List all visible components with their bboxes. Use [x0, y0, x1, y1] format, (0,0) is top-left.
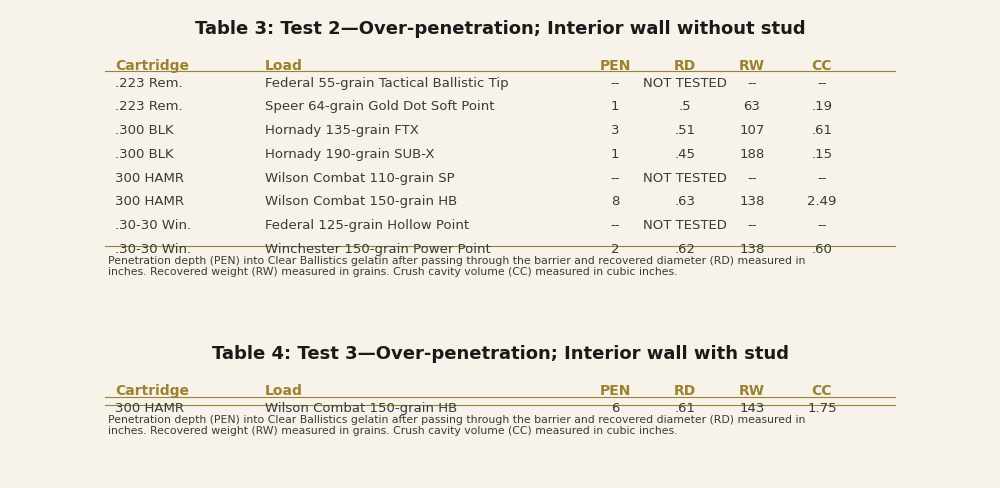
Text: .51: .51: [674, 124, 696, 137]
Text: NOT TESTED: NOT TESTED: [643, 171, 727, 184]
Text: 1: 1: [611, 101, 619, 113]
Text: .30-30 Win.: .30-30 Win.: [115, 219, 191, 232]
Text: RD: RD: [674, 383, 696, 397]
Text: .63: .63: [674, 195, 696, 208]
Text: --: --: [817, 171, 827, 184]
Text: --: --: [747, 77, 757, 90]
Text: 63: 63: [744, 101, 760, 113]
Text: NOT TESTED: NOT TESTED: [643, 77, 727, 90]
Text: Hornady 190-grain SUB-X: Hornady 190-grain SUB-X: [265, 147, 434, 161]
Text: 300 HAMR: 300 HAMR: [115, 171, 184, 184]
Text: .19: .19: [812, 101, 832, 113]
Text: .61: .61: [812, 124, 832, 137]
Text: Winchester 150-grain Power Point: Winchester 150-grain Power Point: [265, 242, 491, 255]
Text: --: --: [610, 171, 620, 184]
Text: CC: CC: [812, 59, 832, 73]
Text: Cartridge: Cartridge: [115, 383, 189, 397]
Text: 2.49: 2.49: [807, 195, 837, 208]
Text: 6: 6: [611, 401, 619, 414]
Text: Federal 125-grain Hollow Point: Federal 125-grain Hollow Point: [265, 219, 469, 232]
Text: --: --: [610, 219, 620, 232]
Text: Cartridge: Cartridge: [115, 59, 189, 73]
Text: 2: 2: [611, 242, 619, 255]
Text: 107: 107: [739, 124, 765, 137]
Text: Wilson Combat 150-grain HB: Wilson Combat 150-grain HB: [265, 401, 457, 414]
Text: 138: 138: [739, 242, 765, 255]
Text: 8: 8: [611, 195, 619, 208]
Text: 188: 188: [739, 147, 765, 161]
Text: .61: .61: [674, 401, 696, 414]
Text: NOT TESTED: NOT TESTED: [643, 219, 727, 232]
Text: RW: RW: [739, 59, 765, 73]
Text: .60: .60: [812, 242, 832, 255]
Text: .62: .62: [674, 242, 696, 255]
Text: .30-30 Win.: .30-30 Win.: [115, 242, 191, 255]
Text: Wilson Combat 110-grain SP: Wilson Combat 110-grain SP: [265, 171, 455, 184]
Text: Federal 55-grain Tactical Ballistic Tip: Federal 55-grain Tactical Ballistic Tip: [265, 77, 509, 90]
Text: .300 BLK: .300 BLK: [115, 124, 174, 137]
Text: --: --: [747, 171, 757, 184]
Text: --: --: [610, 77, 620, 90]
Text: Speer 64-grain Gold Dot Soft Point: Speer 64-grain Gold Dot Soft Point: [265, 101, 494, 113]
Text: PEN: PEN: [599, 383, 631, 397]
Text: .45: .45: [674, 147, 696, 161]
Text: 143: 143: [739, 401, 765, 414]
Text: Load: Load: [265, 383, 303, 397]
Text: Table 4: Test 3—Over-penetration; Interior wall with stud: Table 4: Test 3—Over-penetration; Interi…: [212, 344, 788, 362]
Text: .300 BLK: .300 BLK: [115, 147, 174, 161]
Text: CC: CC: [812, 383, 832, 397]
Text: Load: Load: [265, 59, 303, 73]
Text: 300 HAMR: 300 HAMR: [115, 195, 184, 208]
Text: 1.75: 1.75: [807, 401, 837, 414]
Text: 300 HAMR: 300 HAMR: [115, 401, 184, 414]
Text: Penetration depth (PEN) into Clear Ballistics gelatin after passing through the : Penetration depth (PEN) into Clear Balli…: [108, 255, 805, 277]
Text: --: --: [817, 77, 827, 90]
Text: Wilson Combat 150-grain HB: Wilson Combat 150-grain HB: [265, 195, 457, 208]
Text: RW: RW: [739, 383, 765, 397]
Text: --: --: [817, 219, 827, 232]
Text: .223 Rem.: .223 Rem.: [115, 101, 183, 113]
Text: RD: RD: [674, 59, 696, 73]
Text: 3: 3: [611, 124, 619, 137]
Text: 1: 1: [611, 147, 619, 161]
Text: .223 Rem.: .223 Rem.: [115, 77, 183, 90]
Text: Table 3: Test 2—Over-penetration; Interior wall without stud: Table 3: Test 2—Over-penetration; Interi…: [195, 20, 805, 38]
Text: .5: .5: [679, 101, 691, 113]
Text: Penetration depth (PEN) into Clear Ballistics gelatin after passing through the : Penetration depth (PEN) into Clear Balli…: [108, 414, 805, 435]
Text: .15: .15: [811, 147, 833, 161]
Text: --: --: [747, 219, 757, 232]
Text: 138: 138: [739, 195, 765, 208]
Text: Hornady 135-grain FTX: Hornady 135-grain FTX: [265, 124, 419, 137]
Text: PEN: PEN: [599, 59, 631, 73]
